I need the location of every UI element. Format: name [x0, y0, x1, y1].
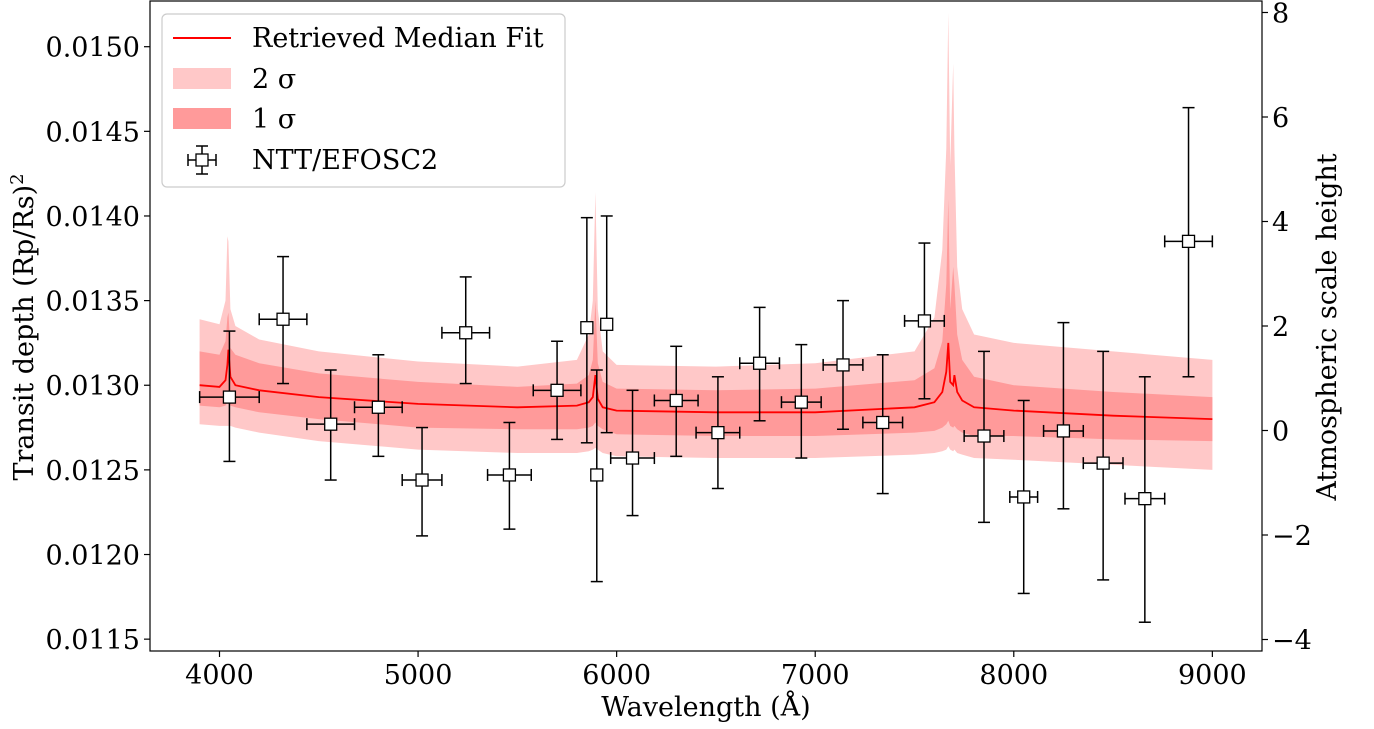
- square-marker: [324, 417, 338, 431]
- square-marker: [371, 400, 386, 414]
- y-tick-label-right: −2: [1272, 521, 1312, 552]
- data-point: [600, 215, 614, 434]
- square-marker: [502, 468, 517, 482]
- square-marker: [590, 468, 604, 482]
- median-line-layer: [199, 342, 1213, 420]
- data-point: [198, 330, 260, 463]
- x-axis-title: Wavelength (Å): [601, 690, 810, 723]
- square-marker: [752, 356, 767, 370]
- square-marker: [276, 312, 290, 326]
- square-marker: [1017, 490, 1031, 504]
- square-marker: [459, 326, 473, 340]
- data-point: [653, 345, 699, 458]
- y-tick-label-right: 4: [1272, 207, 1289, 238]
- y-tick-label-left: 0.0140: [46, 202, 140, 233]
- square-marker: [580, 321, 594, 335]
- square-marker: [794, 395, 808, 409]
- data-point: [903, 242, 946, 400]
- data-point: [1082, 350, 1124, 581]
- legend-sigma2-label: 2 σ: [252, 64, 296, 95]
- square-marker: [625, 451, 640, 465]
- data-point: [401, 426, 443, 537]
- square-marker: [600, 317, 614, 331]
- legend-sigma2-swatch: [173, 68, 231, 89]
- data-point: [862, 354, 904, 495]
- y-tick-label-right: −4: [1272, 626, 1312, 657]
- sigma1-band: [199, 199, 1213, 442]
- y-tick-label-left: 0.0130: [46, 371, 140, 402]
- legend-box: [161, 13, 566, 188]
- data-point: [963, 350, 1005, 524]
- x-axis: 4000 5000 6000 7000 8000 9000: [185, 651, 1247, 691]
- data-point: [441, 276, 491, 385]
- y-axis-right-title: Atmospheric scale height: [1312, 153, 1343, 501]
- square-marker: [669, 393, 683, 408]
- observations-layer: [198, 106, 1214, 623]
- x-tick-label: 6000: [582, 660, 651, 691]
- y-tick-label-left: 0.0150: [46, 33, 140, 64]
- y-tick-label-right: 2: [1272, 312, 1289, 343]
- square-marker: [222, 390, 237, 404]
- data-point: [258, 255, 308, 385]
- x-tick-label: 4000: [185, 660, 254, 691]
- square-marker: [1181, 234, 1196, 249]
- legend-ntt-label: NTT/EFOSC2: [252, 145, 438, 176]
- square-marker: [1138, 492, 1152, 506]
- sigma1-band-layer: [199, 199, 1213, 442]
- y-tick-label-right: 8: [1272, 0, 1289, 29]
- y-axis-left-title: Transit depth (Rp/Rs)2: [7, 173, 40, 480]
- square-marker: [711, 425, 725, 440]
- data-point: [1124, 376, 1166, 623]
- square-marker: [977, 429, 991, 443]
- legend-sigma1-swatch: [173, 108, 231, 129]
- data-point: [532, 340, 582, 441]
- data-point: [609, 389, 656, 517]
- square-marker: [836, 358, 850, 372]
- x-tick-label: 8000: [979, 660, 1048, 691]
- legend-square-marker: [195, 153, 209, 167]
- x-tick-label: 9000: [1178, 660, 1247, 691]
- legend-median-label: Retrieved Median Fit: [252, 23, 544, 54]
- data-point: [695, 376, 741, 490]
- data-point: [590, 369, 604, 583]
- square-marker: [917, 314, 932, 328]
- y-tick-label-left: 0.0115: [46, 625, 140, 656]
- x-tick-label: 5000: [384, 660, 453, 691]
- y-axis-right: −4 −2 0 2 4 6 8: [1262, 0, 1312, 657]
- legend: Retrieved Median Fit 2 σ 1 σ NTT/EFOSC2: [161, 13, 566, 188]
- y-axis-left: 0.0115 0.0120 0.0125 0.0130 0.0135 0.0140 0.01…: [46, 33, 150, 656]
- data-point: [353, 354, 403, 458]
- data-point: [822, 299, 864, 431]
- square-marker: [1096, 456, 1110, 470]
- y-tick-label-right: 6: [1272, 103, 1289, 134]
- legend-sigma1-label: 1 σ: [252, 104, 296, 135]
- data-point: [486, 421, 533, 530]
- data-point: [1009, 399, 1039, 595]
- y-tick-label-left: 0.0145: [46, 117, 140, 148]
- square-marker: [550, 383, 564, 397]
- data-point: [1163, 106, 1214, 378]
- y-tick-label-left: 0.0125: [46, 456, 140, 487]
- y-tick-label-left: 0.0135: [46, 287, 140, 318]
- median-fit-line: [199, 342, 1213, 420]
- y-tick-label-left: 0.0120: [46, 541, 140, 572]
- square-marker: [876, 415, 890, 430]
- data-point: [580, 216, 594, 444]
- x-tick-label: 7000: [781, 660, 850, 691]
- data-point: [780, 343, 822, 459]
- square-marker: [1056, 424, 1071, 438]
- y-tick-label-right: 0: [1272, 417, 1289, 448]
- data-point: [1042, 321, 1085, 510]
- square-marker: [415, 473, 429, 487]
- data-point: [739, 306, 781, 422]
- data-point: [306, 369, 356, 481]
